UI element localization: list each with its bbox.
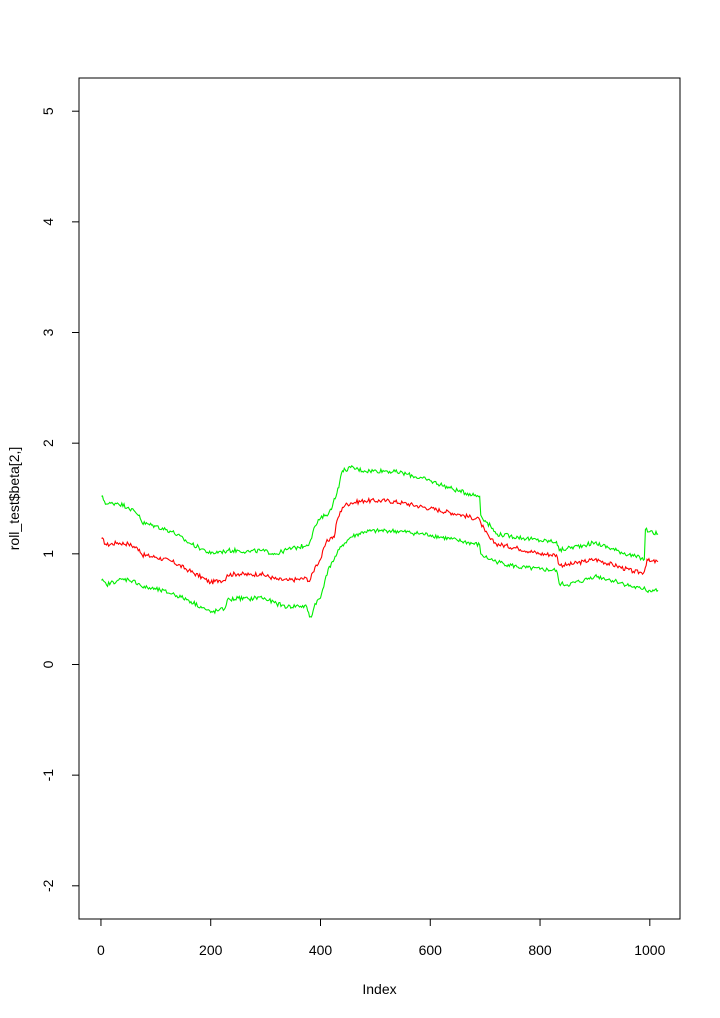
plot-frame	[78, 77, 681, 920]
y-tick-label: 3	[40, 328, 56, 336]
y-tick-label: 5	[40, 107, 56, 115]
series-line-1	[101, 496, 659, 585]
x-tick-label: 800	[528, 942, 552, 958]
y-tick-label: 2	[40, 439, 56, 447]
y-axis-title: roll_test$beta[2,]	[6, 447, 22, 551]
x-tick-label: 200	[199, 942, 223, 958]
x-tick-label: 400	[309, 942, 333, 958]
series-layer	[101, 464, 659, 618]
y-tick-label: 4	[40, 218, 56, 226]
x-tick-label: 0	[97, 942, 105, 958]
y-tick-label: -2	[40, 879, 56, 892]
y-axis: -2 -1 0 1 2 3 4 5	[40, 107, 80, 892]
series-line-3	[101, 527, 659, 618]
y-tick-label: -1	[40, 769, 56, 782]
x-tick-label: 1000	[634, 942, 665, 958]
x-tick-label: 600	[419, 942, 443, 958]
x-axis: 0 200 400 600 800 1000	[97, 918, 666, 958]
y-tick-label: 0	[40, 660, 56, 668]
series-line-2	[101, 464, 659, 562]
y-tick-label: 1	[40, 550, 56, 558]
x-axis-title: Index	[362, 981, 396, 997]
